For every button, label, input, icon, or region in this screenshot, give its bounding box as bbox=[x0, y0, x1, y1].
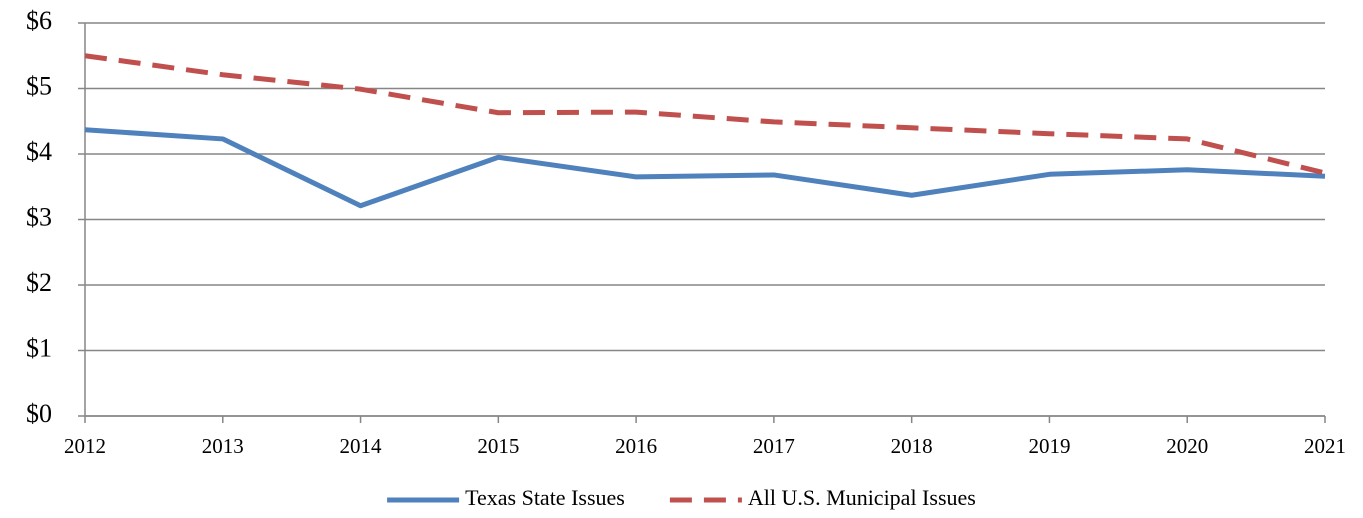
y-tick-label: $5 bbox=[26, 71, 52, 100]
legend-label: All U.S. Municipal Issues bbox=[748, 485, 976, 510]
x-tick-label: 2013 bbox=[202, 434, 244, 458]
y-tick-label: $3 bbox=[26, 202, 52, 231]
y-tick-label: $6 bbox=[26, 6, 52, 35]
x-tick-label: 2019 bbox=[1028, 434, 1070, 458]
y-tick-label: $2 bbox=[26, 268, 52, 297]
x-tick-label: 2015 bbox=[477, 434, 519, 458]
x-tick-label: 2018 bbox=[891, 434, 933, 458]
y-tick-label: $0 bbox=[26, 399, 52, 428]
x-tick-label: 2014 bbox=[340, 434, 383, 458]
series-line bbox=[84, 127, 1326, 209]
x-tick-label: 2020 bbox=[1166, 434, 1208, 458]
x-tick-label: 2021 bbox=[1304, 434, 1346, 458]
legend-label: Texas State Issues bbox=[465, 485, 625, 510]
y-tick-label: $1 bbox=[26, 333, 52, 362]
y-tick-label: $4 bbox=[26, 137, 52, 166]
x-tick-label: 2012 bbox=[64, 434, 106, 458]
series-line bbox=[84, 53, 1326, 176]
x-tick-label: 2017 bbox=[753, 434, 795, 458]
x-tick-label: 2016 bbox=[615, 434, 657, 458]
